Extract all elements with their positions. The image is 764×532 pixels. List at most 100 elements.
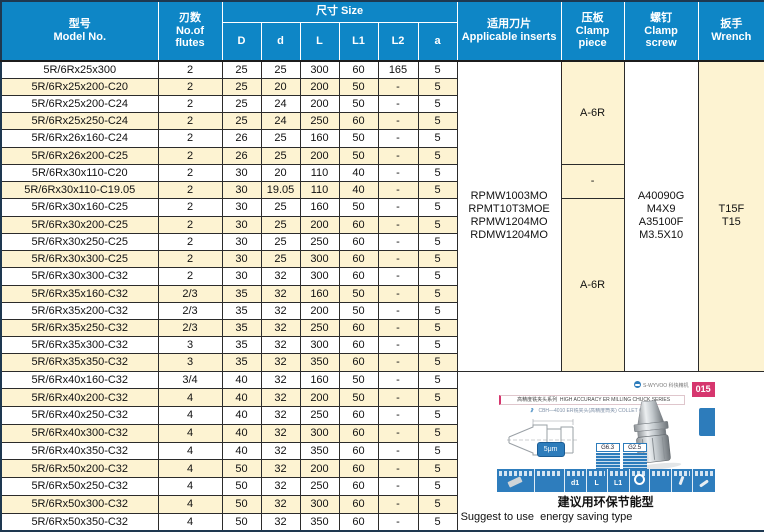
clamp-piece-cell: A-6R <box>560 198 625 372</box>
model-cell: 5R/6Rx30x300-C25 <box>0 250 159 269</box>
dim-L1-cell: 60 <box>338 441 379 461</box>
dim-D-cell: 40 <box>221 370 262 390</box>
model-cell: 5R/6Rx35x200-C32 <box>0 301 159 321</box>
dim-L-cell: 300 <box>299 60 340 79</box>
dim-d-cell: 32 <box>260 319 301 338</box>
dim-d-cell: 25 <box>260 250 301 269</box>
dim-L1-cell: 50 <box>338 94 379 114</box>
dim-D-cell: 25 <box>221 77 262 96</box>
dim-d-cell: 32 <box>260 459 301 479</box>
dim-L-cell: 200 <box>299 94 340 114</box>
flutes-cell: 2 <box>157 60 223 79</box>
dim-a-cell: 5 <box>417 250 458 269</box>
dim-d-cell: 32 <box>260 301 301 321</box>
dim-L2-cell: - <box>377 423 419 443</box>
dim-L2-cell: - <box>377 406 419 425</box>
model-cell: 5R/6Rx35x250-C32 <box>0 319 159 338</box>
col-header-inserts: 适用刀片 Applicable inserts <box>456 0 562 62</box>
dim-L2-cell: - <box>377 353 419 372</box>
dim-L1-cell: 60 <box>338 512 379 532</box>
table-row: 5R/6Rx35x250-C32 2/3 35 32 250 60-5 <box>0 319 764 338</box>
dim-L2-cell: - <box>377 250 419 269</box>
dim-a-cell: 5 <box>417 267 458 286</box>
dim-D-cell: 35 <box>221 336 262 355</box>
table-row: 5R/6Rx30x110-C20 2 30 20 110 40-5- <box>0 163 764 200</box>
flutes-cell: 2 <box>157 129 223 148</box>
model-cell: 5R/6Rx30x250-C25 <box>0 232 159 252</box>
col-header-inserts-en: Applicable inserts <box>461 31 557 43</box>
flutes-cell: 2/3 <box>157 284 223 303</box>
flutes-cell: 4 <box>157 494 223 514</box>
dim-D-cell: 40 <box>221 423 262 443</box>
table-row: 5R/6Rx35x300-C32 3 35 32 300 60-5 <box>0 336 764 355</box>
model-cell: 5R/6Rx40x300-C32 <box>0 423 159 443</box>
dim-L1-cell: 60 <box>338 459 379 479</box>
model-cell: 5R/6Rx26x200-C25 <box>0 146 159 165</box>
flutes-cell: 3 <box>157 353 223 372</box>
dim-L2-cell: - <box>377 198 419 217</box>
dim-a-cell: 5 <box>417 284 458 303</box>
strip-label-d1: d1 <box>570 479 580 487</box>
col-header-clamp: 压板 Clamp piece <box>560 0 625 62</box>
dim-L-cell: 110 <box>299 163 340 183</box>
dim-d-cell: 32 <box>260 353 301 372</box>
table-row: 5R/6Rx26x160-C24 2 26 25 160 50-5 <box>0 129 764 148</box>
col-header-wrench-zh: 扳手 <box>720 18 743 31</box>
col-header-screw-en: Clamp screw <box>644 24 678 50</box>
dim-L-cell: 160 <box>299 284 340 303</box>
dim-D-cell: 50 <box>221 512 262 532</box>
strip-cell-ring <box>630 468 650 492</box>
table-row: 5R/6Rx50x300-C32 4 50 32 300 60-5 <box>0 494 764 514</box>
dim-d-cell: 24 <box>260 94 301 114</box>
table-row: 5R/6Rx50x250-C32 4 50 32 250 60-5 <box>0 477 764 496</box>
dim-d-cell: 25 <box>260 129 301 148</box>
strip-cell-screw <box>672 468 693 492</box>
strip-cell-L1: L1 <box>608 468 630 492</box>
dim-a-cell: 5 <box>417 129 458 148</box>
model-cell: 5R/6Rx30x110-C19.05 <box>0 181 159 200</box>
chevron-right-icon: 》 <box>530 407 537 414</box>
strip-cell-wrench <box>693 469 715 492</box>
model-cell: 5R/6Rx50x300-C32 <box>0 494 159 514</box>
dim-L2-cell: - <box>377 215 419 234</box>
clamp-piece-cell: - <box>560 163 625 200</box>
dim-D-cell: 35 <box>221 301 262 321</box>
dim-L-cell: 200 <box>299 459 340 479</box>
strip-cell-taper <box>650 468 672 492</box>
catalog-side-tab <box>698 407 715 436</box>
dim-D-cell: 40 <box>221 406 262 425</box>
dim-L1-cell: 50 <box>338 284 379 303</box>
flutes-cell: 4 <box>157 406 223 425</box>
dim-d-cell: 32 <box>260 494 301 514</box>
model-cell: 5R/6Rx30x160-C25 <box>0 198 159 217</box>
dim-L2-cell: - <box>377 336 419 355</box>
dim-L-cell: 300 <box>299 267 340 286</box>
catalog-thumbnail: S-WYVOO 科快精机 015 高精度铣夹头系列 HIGH ACCURACY … <box>458 372 764 528</box>
dim-L1-cell: 60 <box>338 423 379 443</box>
table-row: 5R/6Rx25x300 2 25 25 300 60 165 5 RPMW1003MO RPM… <box>0 60 764 372</box>
table-row: 5R/6Rx25x200-C24 2 25 24 200 50-5 <box>0 94 764 114</box>
dim-d-cell: 32 <box>260 441 301 461</box>
dim-L-cell: 300 <box>299 494 340 514</box>
col-header-model-en: Model No. <box>53 31 107 43</box>
model-cell: 5R/6Rx35x350-C32 <box>0 353 159 372</box>
table-row: 5R/6Rx30x300-C32 2 30 32 300 60-5 <box>0 267 764 286</box>
dim-D-cell: 26 <box>221 129 262 148</box>
dim-L2-cell: - <box>377 477 419 496</box>
catalog-subtitle: 》 CBH—4010 ER铣夹头(高精度筒夹) COLLET CHUCK <box>499 408 689 415</box>
dim-L-cell: 300 <box>299 336 340 355</box>
grade-badge-g25: G2.5 <box>622 442 647 469</box>
dim-L1-cell: 50 <box>338 129 379 148</box>
dim-L-cell: 160 <box>299 370 340 390</box>
dim-L2-cell: - <box>377 459 419 479</box>
flutes-cell: 4 <box>157 423 223 443</box>
dim-D-cell: 30 <box>221 232 262 252</box>
insert-photo-icon <box>507 476 523 488</box>
dim-D-cell: 30 <box>221 181 262 200</box>
dim-D-cell: 30 <box>221 163 262 183</box>
dim-a-cell: 5 <box>417 441 458 461</box>
ring-icon <box>633 473 645 485</box>
dim-a-cell: 5 <box>417 215 458 234</box>
table-row: 5R/6Rx30x110-C19.05 2 30 19.05 110 40-5 <box>0 181 764 200</box>
brand-logo-icon <box>634 380 642 388</box>
